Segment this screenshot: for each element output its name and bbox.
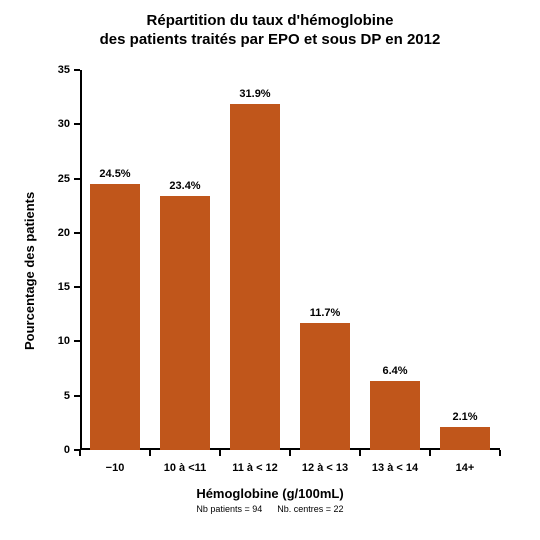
x-tick-label: 14+: [456, 462, 475, 474]
x-tick-label: 13 à < 14: [372, 462, 418, 474]
x-tick-label: 12 à < 13: [302, 462, 348, 474]
y-tick-label: 20: [44, 227, 70, 239]
y-axis-label: Pourcentage des patients: [22, 192, 37, 350]
x-tick-mark: [289, 450, 291, 456]
footnote-patients: Nb patients = 94: [196, 504, 262, 514]
x-tick-mark: [219, 450, 221, 456]
y-tick-mark: [74, 69, 80, 71]
bar-value-label: 2.1%: [452, 411, 477, 423]
x-tick-mark: [79, 450, 81, 456]
x-tick-mark: [149, 450, 151, 456]
x-tick-label: 10 à <11: [164, 462, 207, 474]
y-tick-label: 30: [44, 118, 70, 130]
chart-container: Répartition du taux d'hémoglobine des pa…: [0, 0, 540, 540]
y-tick-label: 25: [44, 173, 70, 185]
y-tick-mark: [74, 123, 80, 125]
plot-area: 24.5% 23.4% 31.9% 11.7% 6.4% 2.1%: [80, 70, 500, 450]
x-tick-label: 11 à < 12: [232, 462, 278, 474]
chart-title-line2: des patients traités par EPO et sous DP …: [0, 31, 540, 50]
y-tick-mark: [74, 286, 80, 288]
x-tick-label: −10: [106, 462, 125, 474]
y-tick-mark: [74, 340, 80, 342]
bar-value-label: 23.4%: [169, 180, 200, 192]
x-tick-mark: [499, 450, 501, 456]
x-tick-mark: [429, 450, 431, 456]
bar-value-label: 11.7%: [310, 307, 341, 319]
bar-value-label: 24.5%: [99, 168, 130, 180]
y-tick-label: 35: [44, 64, 70, 76]
y-tick-label: 5: [44, 390, 70, 402]
chart-title-line1: Répartition du taux d'hémoglobine: [0, 12, 540, 31]
chart-title: Répartition du taux d'hémoglobine des pa…: [0, 12, 540, 50]
footnote-centres: Nb. centres = 22: [277, 504, 343, 514]
y-tick-label: 0: [44, 444, 70, 456]
y-tick-label: 15: [44, 281, 70, 293]
y-tick-mark: [74, 395, 80, 397]
x-axis-label: Hémoglobine (g/100mL): [0, 486, 540, 501]
bar-labels-layer: 24.5% 23.4% 31.9% 11.7% 6.4% 2.1%: [80, 70, 500, 450]
y-tick-mark: [74, 178, 80, 180]
bar-value-label: 31.9%: [239, 88, 270, 100]
x-tick-mark: [359, 450, 361, 456]
y-tick-label: 10: [44, 335, 70, 347]
bar-value-label: 6.4%: [382, 365, 407, 377]
y-tick-mark: [74, 232, 80, 234]
footnote: Nb patients = 94 Nb. centres = 22: [0, 504, 540, 514]
